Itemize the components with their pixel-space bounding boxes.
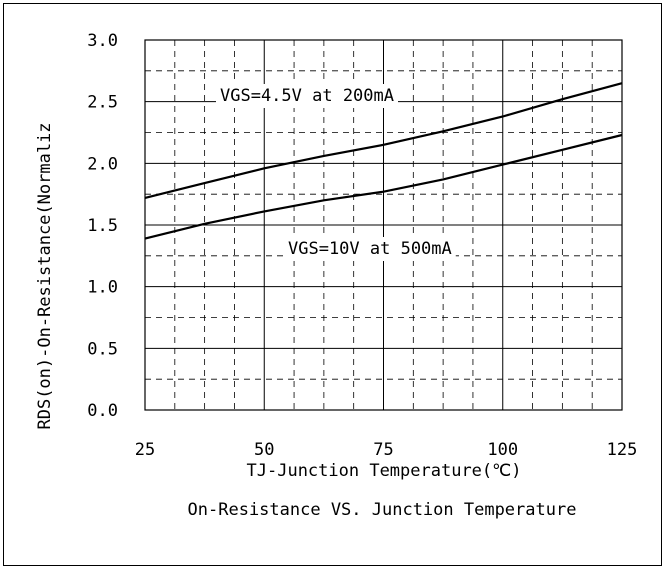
y-tick-label: 1.5 [87,216,118,236]
x-tick-label: 25 [135,440,155,460]
chart-frame [3,3,662,566]
chart-title: On-Resistance VS. Junction Temperature [188,500,577,520]
grid [145,40,622,410]
series-labels: VGS=4.5V at 200mA VGS=10V at 500mA [216,84,456,261]
y-tick-label: 2.5 [87,93,118,113]
x-tick-label: 125 [607,440,638,460]
series-line-2 [144,133,623,240]
y-tick-label: 3.0 [87,31,118,51]
y-tick-label: 0.0 [87,401,118,421]
series-label-background [216,84,398,108]
x-tick-label: 75 [373,440,393,460]
series-lines [144,82,623,240]
x-tick-label: 50 [254,440,274,460]
x-axis-ticks: 25 50 75 100 125 [135,440,638,460]
series-line-1 [144,82,623,199]
x-axis-label: TJ-Junction Temperature(℃) [247,461,522,481]
y-axis-ticks: 0.0 0.5 1.0 1.5 2.0 2.5 3.0 [87,31,118,421]
series-label-2: VGS=10V at 500mA [288,239,452,259]
series-label-background [284,237,456,261]
x-tick-label: 100 [487,440,518,460]
y-axis-label: RDS(on)-On-Resistance(Normaliz [35,122,55,429]
y-tick-label: 0.5 [87,339,118,359]
y-tick-label: 1.0 [87,278,118,298]
y-tick-label: 2.0 [87,154,118,174]
plot-border [144,39,623,411]
series-label-1: VGS=4.5V at 200mA [220,86,394,106]
